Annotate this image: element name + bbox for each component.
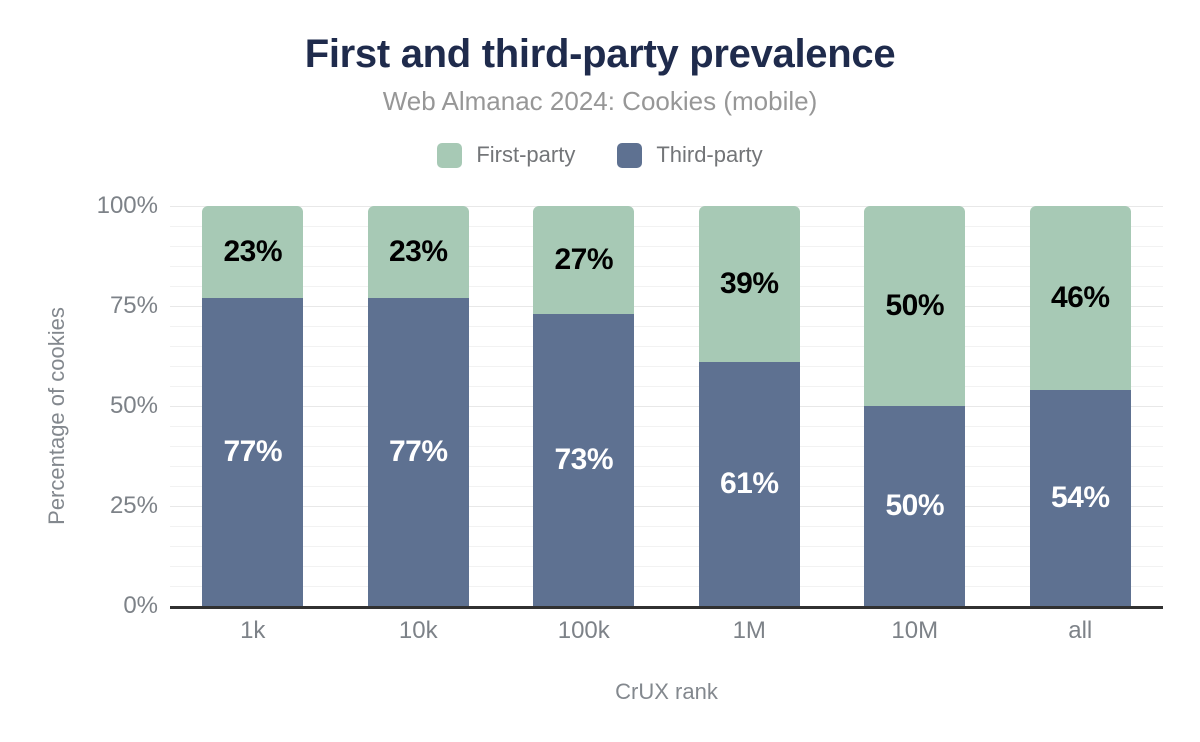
bar-segment-first-party: 23% [202,206,304,298]
data-label: 27% [554,243,614,276]
data-label: 73% [554,443,614,476]
legend-item-first-party[interactable]: First-party [437,142,575,168]
data-label: 23% [223,235,283,268]
y-tick: 100% [96,192,158,219]
legend-label: First-party [476,142,576,167]
legend-label: Third-party [656,142,763,167]
y-axis-title: Percentage of cookies [44,307,69,525]
x-tick: all [1068,617,1093,644]
y-tick: 0% [123,592,158,619]
stacked-bar: 27% 73% [533,206,635,606]
bar-segment-third-party: 73% [533,314,635,606]
y-axis-ticks: 100% 75% 50% 25% 0% [0,192,158,619]
data-label: 77% [223,435,283,468]
bar-segment-first-party: 46% [1029,206,1131,390]
data-label: 77% [388,435,448,468]
x-axis-title: CrUX rank [615,679,718,704]
y-tick: 75% [109,292,158,319]
bar-segment-third-party: 77% [367,298,469,606]
third-party-swatch-icon [617,142,643,168]
stacked-bar: 23% 77% [202,206,304,606]
data-label: 50% [885,489,945,522]
bar-group-10M: 50% 50% [832,206,998,606]
x-tick: 10k [398,617,438,644]
stacked-bar-plot-area: 23% 77% 23% 77% [170,206,1163,609]
bar-segment-third-party: 54% [1029,390,1131,606]
bar-segment-first-party: 50% [864,206,966,406]
stacked-bar: 50% 50% [864,206,966,606]
bar-segment-first-party: 27% [533,206,635,314]
first-party-swatch-icon [437,142,463,168]
bar-group-1M: 39% 61% [667,206,833,606]
y-tick: 50% [109,392,158,419]
data-label: 54% [1050,481,1110,514]
bar-group-10k: 23% 77% [336,206,502,606]
x-axis-ticks: 1k 10k 100k 1M 10M all [170,617,1163,645]
x-tick: 100k [557,617,610,644]
data-label: 61% [719,467,779,500]
bar-segment-first-party: 39% [698,206,800,362]
data-label: 39% [719,267,779,300]
bar-segment-first-party: 23% [367,206,469,298]
x-tick: 1k [240,617,266,644]
bar-segment-third-party: 50% [864,406,966,606]
legend-item-third-party[interactable]: Third-party [617,142,763,168]
stacked-bar: 46% 54% [1029,206,1131,606]
chart-subtitle: Web Almanac 2024: Cookies (mobile) [382,86,818,116]
data-label: 50% [885,289,945,322]
stacked-bar: 23% 77% [367,206,469,606]
x-tick: 1M [732,617,766,644]
stacked-bar: 39% 61% [698,206,800,606]
bar-group-100k: 27% 73% [501,206,667,606]
bar-group-1k: 23% 77% [170,206,336,606]
data-label: 23% [388,235,448,268]
bar-group-all: 46% 54% [998,206,1164,606]
y-tick: 25% [109,492,158,519]
bar-segment-third-party: 61% [698,362,800,606]
chart-title: First and third-party prevalence [304,32,896,76]
legend: First-party Third-party [0,142,1200,168]
data-label: 46% [1050,281,1110,314]
bar-segment-third-party: 77% [202,298,304,606]
x-tick: 10M [891,617,939,644]
bars-container: 23% 77% 23% 77% [170,206,1163,606]
